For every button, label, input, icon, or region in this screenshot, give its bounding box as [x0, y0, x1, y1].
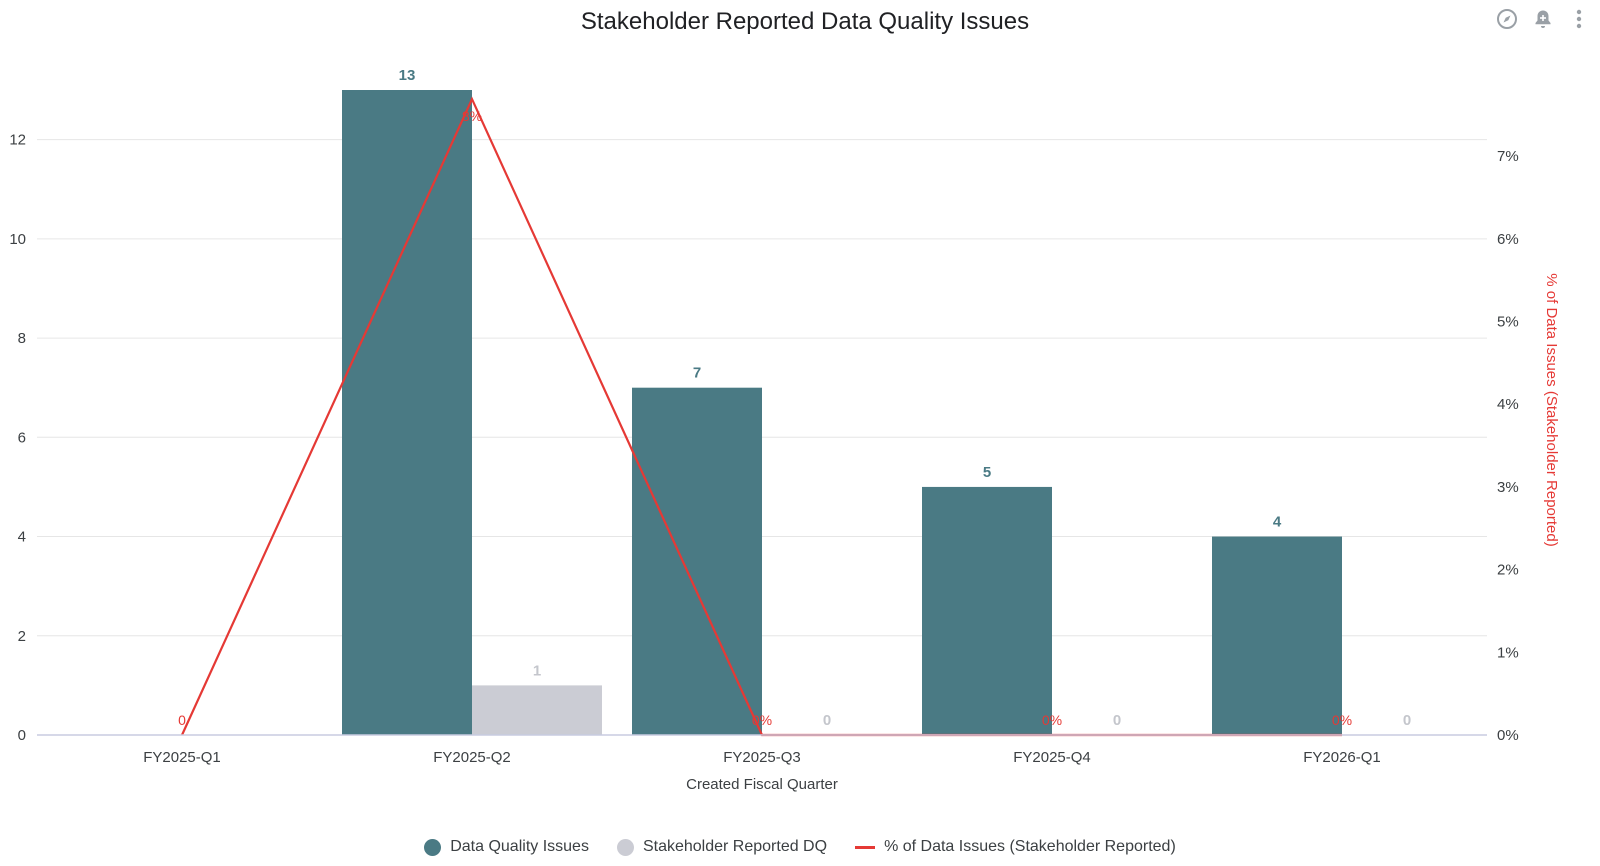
x-tick-label: FY2025-Q3: [723, 749, 801, 766]
y2-tick-label: 6%: [1497, 231, 1519, 248]
line-value-label: 8%: [462, 108, 482, 124]
chart-title: Stakeholder Reported Data Quality Issues: [580, 8, 1030, 35]
x-tick-label: FY2025-Q1: [143, 749, 221, 766]
y2-tick-label: 1%: [1497, 644, 1519, 661]
data-labels: 13 1 7 0 5 0 4 0 0 8% 0% 0% 0%: [178, 67, 1411, 729]
bar-value-label: 13: [399, 67, 416, 84]
line-value-label: 0%: [752, 712, 772, 728]
y2-tick-label: 0%: [1497, 727, 1519, 744]
bar-data-quality-issues: [1212, 536, 1342, 735]
y2-axis-title: % of Data Issues (Stakeholder Reported): [1543, 273, 1560, 546]
line-value-label: 0%: [1042, 712, 1062, 728]
y2-tick-label: 3%: [1497, 479, 1519, 496]
bar-value-label: 5: [983, 464, 991, 481]
x-tick-label: FY2025-Q2: [433, 749, 511, 766]
bar-value-label: 7: [693, 365, 701, 382]
bar-stakeholder-reported: [472, 685, 602, 735]
bars: [342, 90, 1342, 735]
legend-item-issues[interactable]: Data Quality Issues: [424, 838, 589, 856]
legend-item-stakeholder[interactable]: Stakeholder Reported DQ: [616, 838, 828, 856]
y-tick-label: 10: [9, 231, 26, 248]
y2-tick-label: 5%: [1497, 314, 1519, 331]
y-tick-label: 12: [9, 132, 26, 149]
bar-value-label: 0: [823, 712, 831, 729]
y-tick-label: 4: [18, 529, 26, 546]
legend-swatch-percent: [855, 845, 876, 849]
y-tick-label: 2: [18, 628, 26, 645]
y-tick-label: 0: [18, 727, 26, 744]
legend-label-stakeholder: Stakeholder Reported DQ: [642, 838, 828, 855]
y2-tick-label: 7%: [1497, 148, 1519, 165]
bar-data-quality-issues: [632, 387, 762, 735]
bar-value-label: 1: [533, 662, 541, 679]
legend-swatch-stakeholder: [616, 838, 634, 856]
bell-plus-icon[interactable]: [1530, 6, 1556, 32]
bar-value-label: 0: [1403, 712, 1411, 729]
y2-tick-label: 2%: [1497, 562, 1519, 579]
x-axis-title: Created Fiscal Quarter: [686, 776, 838, 793]
bar-data-quality-issues: [922, 486, 1052, 735]
legend-swatch-issues: [424, 838, 442, 856]
combo-chart: 13 1 7 0 5 0 4 0 0 8% 0% 0% 0% 0 2 4 6 8 10 12 0% 1% 2% 3% 4% 5%…: [9, 67, 1560, 793]
line-value-label: 0: [178, 712, 186, 728]
x-tick-label: FY2025-Q4: [1013, 749, 1091, 766]
more-vertical-icon[interactable]: [1566, 6, 1592, 32]
bar-value-label: 0: [1113, 712, 1121, 729]
chart-toolbar: [1494, 6, 1592, 32]
y2-tick-label: 4%: [1497, 396, 1519, 413]
bar-data-quality-issues: [342, 90, 472, 735]
y-tick-label: 6: [18, 429, 26, 446]
compass-icon[interactable]: [1494, 6, 1520, 32]
legend-item-percent[interactable]: % of Data Issues (Stakeholder Reported): [855, 838, 1176, 856]
x-tick-label: FY2026-Q1: [1303, 749, 1381, 766]
legend-label-issues: Data Quality Issues: [450, 838, 589, 855]
y-tick-label: 8: [18, 330, 26, 347]
bar-value-label: 4: [1273, 514, 1282, 531]
legend-label-percent: % of Data Issues (Stakeholder Reported): [884, 838, 1176, 855]
line-value-label: 0%: [1332, 712, 1352, 728]
legend: Data Quality Issues Stakeholder Reported…: [0, 838, 1600, 856]
